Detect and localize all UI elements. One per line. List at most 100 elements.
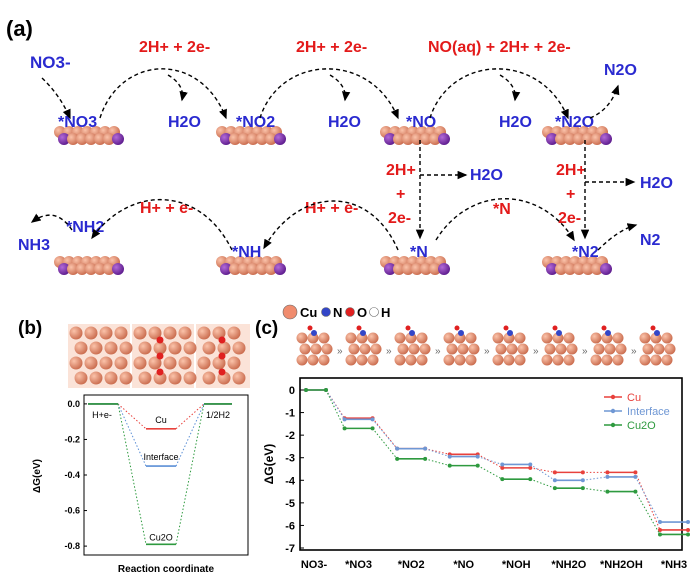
structure-atom bbox=[212, 356, 226, 370]
surface-atom bbox=[438, 133, 450, 145]
structure-atom bbox=[153, 341, 167, 355]
structure-atom bbox=[397, 343, 409, 355]
atom-cu-swatch bbox=[282, 304, 298, 320]
energy-point bbox=[395, 446, 400, 451]
nitrogen-atom bbox=[311, 330, 317, 336]
panel-c: (c) Cu N O H » » » » » » » 0 -1 -2 -3 -4 -5 -6 -7 NO3- *NO… bbox=[255, 304, 690, 571]
surface-slab bbox=[54, 126, 124, 145]
reagent-step2: 2H+ + 2e- bbox=[296, 39, 367, 56]
energy-connector bbox=[325, 389, 346, 429]
arrow-step3 bbox=[429, 68, 569, 120]
structure-atom bbox=[563, 354, 575, 366]
energy-point bbox=[658, 532, 662, 537]
nitrogen-atom bbox=[654, 330, 660, 336]
structure-atom bbox=[168, 341, 182, 355]
structure-atom bbox=[503, 354, 515, 366]
panel-c-xtick-label: *NH2O bbox=[551, 559, 586, 571]
intermediate-structure bbox=[296, 325, 333, 366]
structure-atom bbox=[465, 332, 477, 344]
structure-atom bbox=[356, 354, 368, 366]
species-n2-ads: *N2 bbox=[572, 244, 599, 261]
energy-point bbox=[605, 470, 610, 475]
surface-atom bbox=[384, 133, 396, 145]
structure-atom bbox=[69, 356, 83, 370]
structure-atom bbox=[495, 343, 507, 355]
oxygen-atom bbox=[356, 325, 362, 331]
series-label-cu2o: Cu2O bbox=[149, 532, 173, 542]
structure-atom bbox=[114, 356, 128, 370]
species-n2: N2 bbox=[640, 232, 661, 249]
oxygen-atom bbox=[503, 325, 509, 331]
surface-atom bbox=[94, 133, 106, 145]
surface-atom bbox=[555, 263, 567, 275]
energy-point bbox=[395, 456, 400, 461]
surface-atom bbox=[58, 133, 70, 145]
surface-atom bbox=[94, 263, 106, 275]
panel-a: (a) NO3- *NO3 *NO2 *NO *N2O N2O H2O H2O … bbox=[6, 16, 673, 275]
oxygen-atom bbox=[156, 336, 164, 344]
surface-atom bbox=[238, 263, 250, 275]
surface-atom bbox=[429, 263, 441, 275]
panel-b-ylabel: ΔG(eV) bbox=[32, 459, 43, 493]
structure-atom bbox=[84, 356, 98, 370]
energy-connector bbox=[530, 478, 556, 489]
oxygen-atom bbox=[405, 325, 411, 331]
energy-point bbox=[605, 474, 610, 479]
surface-atom bbox=[582, 263, 594, 275]
energy-point bbox=[552, 478, 557, 483]
surface-atom bbox=[238, 133, 250, 145]
energy-connector bbox=[634, 476, 661, 523]
oxygen-atom bbox=[218, 368, 226, 376]
panel-c-xtick-label: NO3- bbox=[301, 559, 328, 571]
nitrogen-atom bbox=[458, 330, 464, 336]
water-1: H2O bbox=[168, 114, 201, 131]
surface-atom bbox=[402, 263, 414, 275]
surface-atom bbox=[229, 263, 241, 275]
structure-atom bbox=[642, 343, 654, 355]
legend-label-interface: Interface bbox=[627, 406, 670, 418]
arrow-step2 bbox=[259, 68, 399, 120]
panel-c-xtick-label: *NH2OH bbox=[600, 559, 643, 571]
reagent-he2: H+ + e- bbox=[305, 200, 358, 217]
structure-atom bbox=[563, 332, 575, 344]
structure-atom bbox=[612, 354, 624, 366]
structure-atom bbox=[74, 371, 88, 385]
structure-atom bbox=[104, 341, 118, 355]
surface-atom bbox=[247, 133, 259, 145]
energy-connector bbox=[477, 453, 503, 469]
reagent-he1: H+ + e- bbox=[140, 200, 193, 217]
intermediate-structure bbox=[345, 325, 382, 366]
structure-atom bbox=[345, 332, 357, 344]
structure-atom bbox=[661, 332, 673, 344]
structure-atom bbox=[544, 343, 556, 355]
sequence-arrow: » bbox=[533, 346, 539, 357]
surface-atom bbox=[393, 263, 405, 275]
structure-atom bbox=[394, 354, 406, 366]
structure-atom bbox=[514, 332, 526, 344]
species-n-star: *N bbox=[493, 201, 511, 218]
structure-atom bbox=[183, 341, 197, 355]
surface-slab bbox=[54, 256, 124, 275]
structure-atom bbox=[138, 371, 152, 385]
water-2: H2O bbox=[328, 114, 361, 131]
structure-atom bbox=[541, 332, 553, 344]
structure-atom bbox=[178, 326, 192, 340]
arrow-water-1 bbox=[167, 74, 188, 102]
reagent-step1: 2H+ + 2e- bbox=[139, 39, 210, 56]
energy-point bbox=[500, 462, 505, 467]
structure-atom bbox=[307, 354, 319, 366]
energy-connector bbox=[117, 403, 147, 430]
structure-atom bbox=[639, 354, 651, 366]
energy-point bbox=[686, 532, 690, 537]
surface-atom bbox=[393, 133, 405, 145]
energy-point bbox=[552, 486, 557, 491]
structure-atom bbox=[661, 354, 673, 366]
surface-atom bbox=[600, 263, 612, 275]
surface-atom bbox=[67, 263, 79, 275]
panel-b-ytick-label: -0.6 bbox=[64, 506, 80, 516]
structure-atom bbox=[566, 343, 578, 355]
structure-atom bbox=[183, 371, 197, 385]
surface-atom bbox=[256, 133, 268, 145]
species-nh-ads: *NH bbox=[232, 244, 261, 261]
panel-b-ytick-label: -0.2 bbox=[64, 434, 80, 444]
